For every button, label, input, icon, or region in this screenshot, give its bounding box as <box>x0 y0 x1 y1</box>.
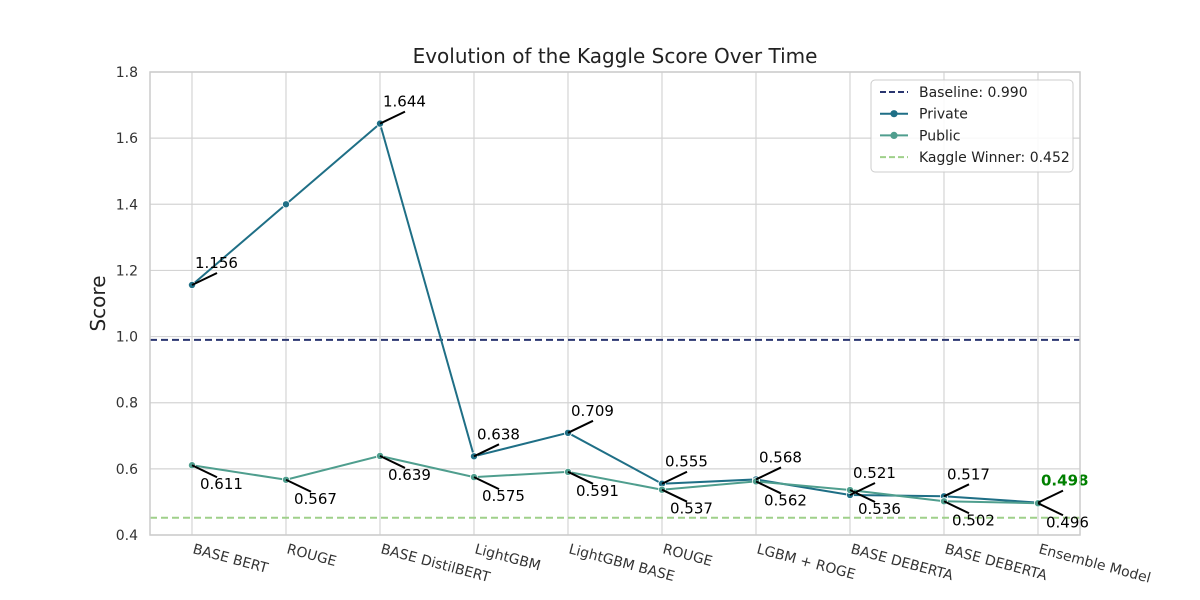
data-label-arrow <box>191 464 218 479</box>
data-label: 0.638 <box>477 425 520 443</box>
y-axis-ticks: 0.4 0.6 0.8 1.0 1.2 1.4 1.6 1.8 <box>116 65 138 544</box>
legend-marker <box>890 110 898 118</box>
data-label: 0.709 <box>571 402 614 420</box>
data-label: 0.536 <box>858 500 901 518</box>
data-label-arrow <box>755 466 782 481</box>
y-tick-label: 0.4 <box>116 528 138 544</box>
data-label-arrow <box>567 470 594 485</box>
data-label: 0.498 <box>1041 472 1088 490</box>
chart-title: Evolution of the Kaggle Score Over Time <box>413 44 818 68</box>
data-label-arrow <box>943 500 970 515</box>
data-labels: 1.156 1.644 0.638 0.709 0.555 0.568 0.521 0.517… <box>191 93 1089 531</box>
y-axis-label: Score <box>86 275 110 331</box>
data-label-arrow <box>191 272 218 286</box>
data-label: 0.611 <box>200 475 243 493</box>
reference-lines <box>150 338 1080 519</box>
legend-marker <box>890 131 898 139</box>
legend: Baseline: 0.990 Private Public Kaggle Winne… <box>870 79 1074 173</box>
series-line <box>191 454 1039 505</box>
data-label: 0.575 <box>482 487 525 505</box>
data-label-arrow <box>1037 489 1064 504</box>
y-tick-label: 1.6 <box>116 131 138 147</box>
data-label-arrow <box>943 483 970 498</box>
legend-entry: Private <box>919 107 968 123</box>
data-label-arrow <box>379 455 406 469</box>
data-label-arrow <box>567 419 594 434</box>
y-tick-label: 1.2 <box>116 263 138 279</box>
data-point <box>281 200 290 209</box>
data-label: 0.555 <box>665 453 708 471</box>
legend-entry: Public <box>919 128 960 144</box>
data-label: 0.521 <box>853 464 896 482</box>
data-label: 1.156 <box>195 254 238 272</box>
y-tick-label: 1.4 <box>116 197 138 213</box>
legend-box <box>870 79 1074 173</box>
data-label-arrow <box>379 110 406 125</box>
data-label-arrow <box>285 478 312 493</box>
legend-entry: Baseline: 0.990 <box>919 85 1028 101</box>
data-label: 0.568 <box>759 448 802 466</box>
data-label: 1.644 <box>383 93 426 111</box>
data-label-arrow <box>849 489 876 503</box>
data-label: 0.591 <box>576 482 619 500</box>
data-label-arrow <box>473 476 500 491</box>
legend-entry: Kaggle Winner: 0.452 <box>919 150 1070 166</box>
data-label-arrow <box>473 443 500 458</box>
data-label-arrow <box>661 488 688 503</box>
data-label: 0.537 <box>670 500 713 518</box>
data-label: 0.502 <box>952 511 995 529</box>
y-tick-label: 0.6 <box>116 462 138 478</box>
data-label: 0.639 <box>388 466 431 484</box>
y-tick-label: 0.8 <box>116 396 138 412</box>
data-label: 0.562 <box>764 491 807 509</box>
data-label: 0.517 <box>947 465 990 483</box>
data-label: 0.496 <box>1046 513 1089 531</box>
plot-frame <box>149 71 1081 536</box>
data-label-arrow <box>1037 502 1064 517</box>
data-label-arrow <box>755 480 782 495</box>
y-tick-label: 1.0 <box>116 330 138 346</box>
y-tick-label: 1.8 <box>116 65 138 81</box>
data-label-arrow <box>661 470 688 485</box>
data-label: 0.567 <box>294 490 337 508</box>
